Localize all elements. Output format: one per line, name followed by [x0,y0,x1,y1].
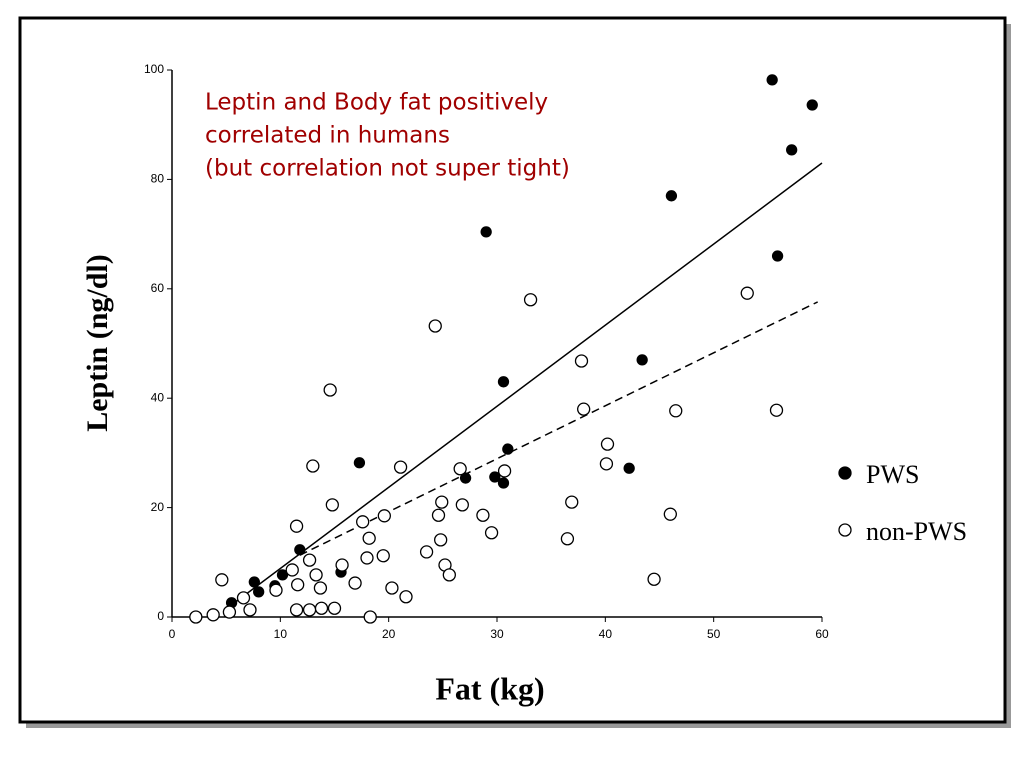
point [353,457,366,469]
point [302,553,317,567]
point [360,551,374,565]
point [362,531,376,545]
point [309,568,323,582]
x-tick-label: 40 [599,627,613,641]
legend-label: non-PWS [866,517,967,546]
point [663,507,677,521]
point [253,586,265,598]
point [248,576,260,588]
point [771,250,784,262]
x-tick-label: 10 [274,627,288,641]
point [294,544,306,556]
point [442,568,456,582]
point [189,610,203,624]
point [385,581,399,595]
y-tick-label: 60 [151,281,165,295]
annotation: Leptin and Body fat positively [205,90,548,116]
annotation: (but correlation not super tight) [205,156,570,182]
point [348,576,362,590]
point [786,144,798,156]
point [356,515,370,529]
point [502,443,514,455]
legend-label: PWS [866,460,919,489]
point [435,495,449,509]
point [285,563,299,577]
point [489,471,501,483]
fit-line [231,162,823,606]
x-tick-label: 0 [169,627,176,641]
point [206,608,220,622]
point [766,74,778,86]
point [497,376,510,388]
point [574,354,589,368]
point [306,459,320,473]
y-tick-label: 20 [151,500,165,514]
x-tick-label: 30 [490,627,504,641]
point [523,293,538,307]
x-tick-label: 50 [707,627,721,641]
point [647,572,661,586]
point [740,286,754,300]
legend-marker [838,523,852,537]
point [377,509,391,523]
point [636,354,648,366]
point [476,508,490,522]
y-tick-label: 0 [157,609,164,623]
point [455,498,469,512]
point [289,519,304,533]
x-tick-label: 20 [382,627,396,641]
point [313,581,328,595]
point [302,603,317,617]
point [497,464,512,478]
point [222,605,237,619]
point [363,610,377,624]
point [393,460,408,474]
x-axis-label: Fat (kg) [435,670,544,706]
point [236,591,251,605]
x-tick-label: 60 [815,627,829,641]
point [453,462,467,476]
point [565,495,579,509]
point [399,590,413,604]
point [560,532,575,546]
point [215,573,229,587]
point [669,404,683,418]
y-tick-label: 100 [144,62,164,76]
point [665,190,678,202]
point [325,498,339,512]
point [459,472,472,484]
point [419,545,434,559]
point [434,533,448,547]
point [623,462,635,474]
point [600,437,615,451]
point [335,558,349,572]
point [599,457,614,471]
y-tick-label: 40 [151,390,165,404]
point [269,583,283,597]
y-axis-label: Leptin (ng/dl) [81,254,114,432]
frame [18,16,1007,724]
point [431,508,446,522]
point [806,99,818,111]
point [291,578,305,592]
y-tick-label: 80 [151,172,165,186]
point [289,603,304,617]
point [497,477,510,489]
point [480,226,492,238]
point [327,601,342,615]
point [428,319,442,333]
annotation: correlated in humans [205,123,450,149]
point [243,603,257,617]
point [276,569,289,581]
legend-marker [838,466,852,480]
point [484,526,499,540]
point [769,403,784,417]
point [314,601,329,615]
point [323,383,337,397]
point [376,549,390,563]
point [577,402,591,416]
